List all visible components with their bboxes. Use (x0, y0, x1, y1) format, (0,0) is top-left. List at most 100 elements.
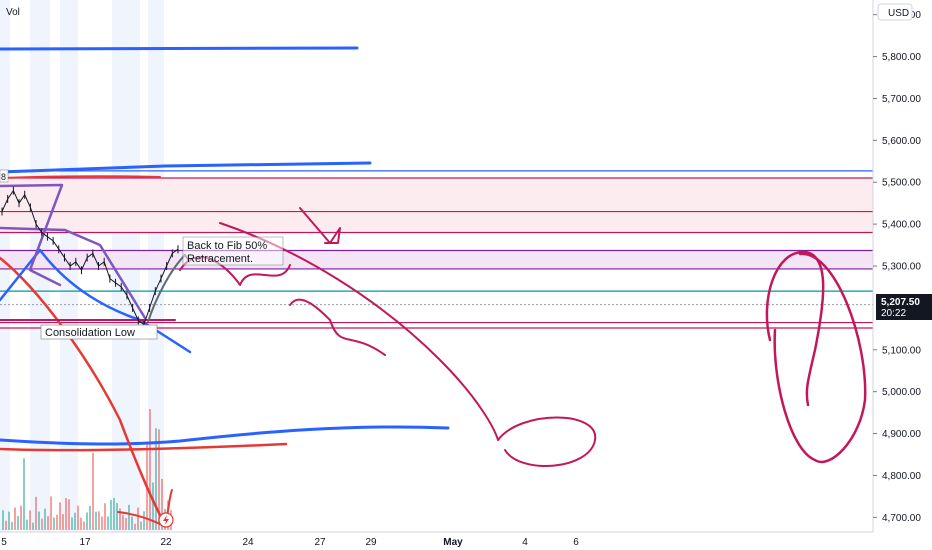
volume-bar (62, 514, 64, 530)
volume-bar (23, 458, 25, 530)
y-tick-label: 4,800.00 (882, 471, 921, 482)
top-red-line (0, 175, 161, 179)
volume-bar (41, 518, 43, 530)
currency-button[interactable] (877, 3, 913, 21)
x-tick-label: 27 (314, 537, 326, 548)
x-tick-label: 6 (573, 537, 579, 548)
volume-bar (101, 516, 103, 530)
y-tick-label: 5,600.00 (882, 136, 921, 147)
volume-bar (56, 514, 58, 530)
lower-red-trendline (0, 442, 288, 452)
volume-label: Vol (6, 7, 20, 18)
time-axis: 5 17 22 24 27 29 May 4 6 (1, 537, 579, 548)
volume-bar (110, 499, 112, 530)
volume-bar (53, 517, 55, 530)
volume-bar (158, 429, 160, 530)
zigzag-drawing-2 (289, 298, 386, 356)
purple-triangle-b (0, 226, 147, 320)
current-price-badge: 5,207.50 20:22 (876, 294, 932, 320)
fib-zone (0, 250, 873, 269)
descending-red-curve (0, 256, 162, 517)
volume-bar (71, 517, 73, 530)
volume-bar (98, 511, 100, 530)
volume-bar (155, 428, 157, 530)
lower-target-circle (497, 416, 597, 467)
volume-bar (29, 510, 31, 530)
volume-bar (17, 516, 19, 530)
price-axis: 4,700.00 4,800.00 4,900.00 5,000.00 5,100.00… (873, 10, 921, 524)
volume-histogram (2, 409, 172, 530)
volume-bar (68, 499, 70, 530)
y-tick-label: 4,700.00 (882, 513, 921, 524)
volume-bar (32, 522, 34, 530)
upper-blue-trendline (0, 46, 359, 51)
volume-bar (26, 519, 28, 530)
y-tick-label: 5,700.00 (882, 94, 921, 105)
consolidation-low-annotation[interactable]: Consolidation Low (40, 324, 158, 340)
background-layer (0, 0, 873, 532)
volume-bar (65, 498, 67, 530)
volume-bar (8, 511, 10, 530)
fib-note-line2: Retracement. (187, 253, 253, 265)
right-loop-lower (773, 252, 867, 464)
small-marker-label: 8 (1, 172, 6, 182)
y-tick-label: 4,900.00 (882, 429, 921, 440)
volume-bar (14, 507, 16, 530)
volume-bar (77, 505, 79, 530)
volume-bar (50, 496, 52, 530)
volume-bar (83, 521, 85, 530)
fib-note-line1: Back to Fib 50% (187, 240, 267, 252)
volume-bar (149, 409, 151, 530)
x-tick-label: 5 (1, 537, 7, 548)
volume-bar (35, 496, 37, 530)
currency-label: USD (888, 8, 909, 19)
volume-bar (107, 516, 109, 530)
x-tick-label: 22 (160, 537, 172, 548)
x-tick-label: 29 (365, 537, 377, 548)
volume-bar (140, 521, 142, 530)
y-tick-label: 5,800.00 (882, 52, 921, 63)
countdown-value: 20:22 (881, 308, 906, 319)
volume-bar (47, 516, 49, 530)
volume-bar (2, 510, 4, 530)
y-tick-label: 5,100.00 (882, 345, 921, 356)
volume-bar (86, 512, 88, 530)
volume-bar (92, 452, 94, 530)
volume-bar (125, 517, 127, 530)
volume-bar (128, 504, 130, 530)
fib-note-annotation[interactable]: Back to Fib 50% Retracement. (182, 236, 284, 266)
lightning-icon[interactable] (158, 512, 174, 528)
small-marker: 8 (0, 169, 9, 183)
volume-bar (74, 512, 76, 530)
purple-triangle-a (0, 183, 64, 287)
y-tick-label: 5,000.00 (882, 387, 921, 398)
resistance-zone (0, 178, 873, 233)
volume-bar (131, 516, 133, 530)
x-tick-label: 17 (79, 537, 91, 548)
volume-bar (113, 498, 115, 530)
down-arrow-drawing (299, 207, 341, 244)
volume-bar (152, 482, 154, 530)
price-axis-panel[interactable] (873, 0, 932, 550)
volume-bar (11, 521, 13, 530)
volume-bar (95, 511, 97, 530)
volume-bar (89, 505, 91, 530)
volume-bar (80, 517, 82, 530)
volume-bar (143, 511, 145, 530)
x-tick-label: 24 (242, 537, 254, 548)
volume-bar (59, 502, 61, 530)
volume-bar (119, 508, 121, 530)
volume-bar (116, 503, 118, 530)
volume-bar (161, 478, 163, 530)
volume-bar (104, 503, 106, 530)
volume-bar (137, 507, 139, 530)
y-tick-label: 5,400.00 (882, 220, 921, 231)
consolidation-low-label: Consolidation Low (45, 327, 135, 339)
y-tick-label: 5,300.00 (882, 262, 921, 273)
right-loop-upper (765, 250, 825, 407)
x-tick-label: May (443, 537, 463, 548)
x-tick-label: 4 (522, 537, 528, 548)
mid-blue-trendline (0, 161, 372, 174)
volume-bar (44, 508, 46, 530)
